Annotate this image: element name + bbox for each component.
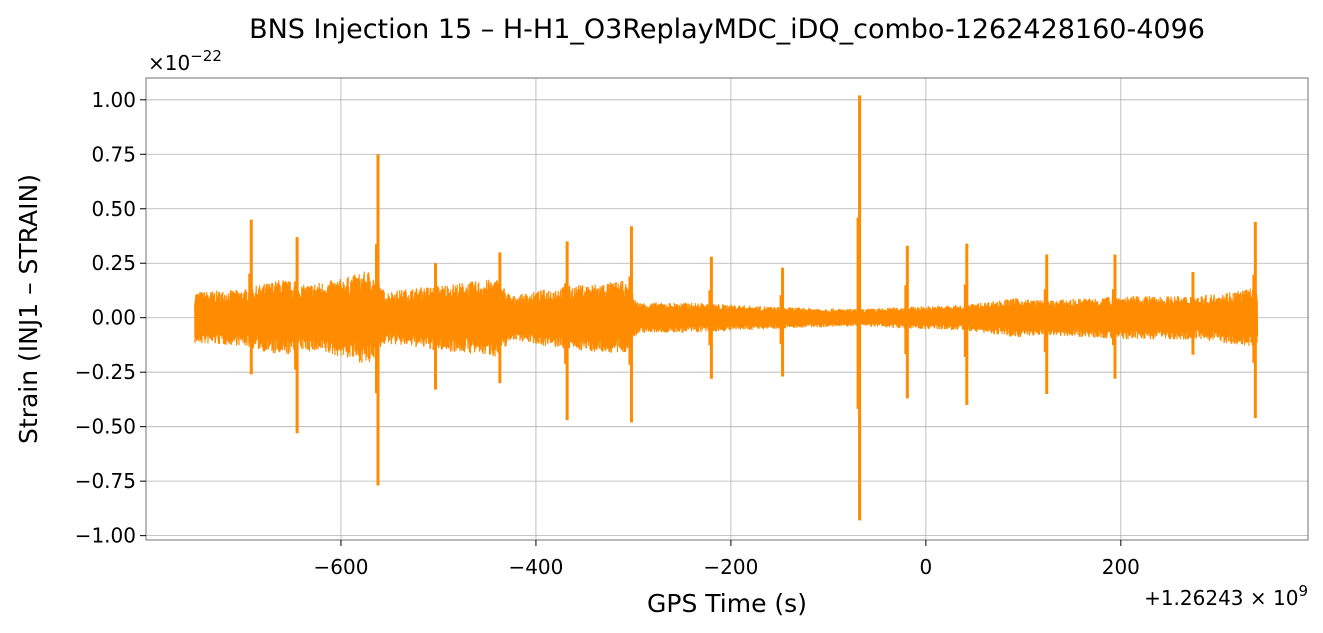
signal-trace: [194, 95, 1259, 521]
y-axis-label: Strain (INJ1 – STRAIN): [14, 174, 43, 444]
x-tick-label: 200: [1102, 555, 1140, 579]
y-tick-label: −0.25: [75, 360, 136, 384]
x-offset-exponent: 9: [1298, 582, 1308, 600]
y-tick-label: 0.75: [91, 142, 136, 166]
x-tick-label: −400: [508, 555, 563, 579]
y-tick-label: 0.00: [91, 306, 136, 330]
chart-title: BNS Injection 15 – H-H1_O3ReplayMDC_iDQ_…: [249, 14, 1205, 45]
x-offset-base: +1.26243 × 10: [1144, 586, 1298, 610]
x-tick-label: 0: [919, 555, 932, 579]
y-tick-label: −0.50: [75, 415, 136, 439]
x-tick-label: −200: [703, 555, 758, 579]
y-tick-label: −0.75: [75, 469, 136, 493]
y-tick-label: 0.25: [91, 251, 136, 275]
y-multiplier-base: ×10: [148, 51, 190, 75]
y-tick-label: 0.50: [91, 197, 136, 221]
y-multiplier: ×10−22: [148, 47, 222, 75]
series-line: [194, 271, 1259, 363]
x-axis-label: GPS Time (s): [647, 589, 807, 618]
y-axis: 1.00 0.75 0.50 0.25 0.00 −0.25 −0.50 −0.75 −1.00: [75, 88, 146, 548]
x-offset-label: +1.26243 × 109: [1144, 582, 1308, 610]
y-tick-label: 1.00: [91, 88, 136, 112]
x-tick-label: −600: [313, 555, 368, 579]
plot-frame: [145, 77, 1309, 541]
y-tick-label: −1.00: [75, 524, 136, 548]
y-multiplier-exponent: −22: [190, 47, 222, 65]
x-axis: −600 −400 −200 0 200: [313, 540, 1140, 579]
